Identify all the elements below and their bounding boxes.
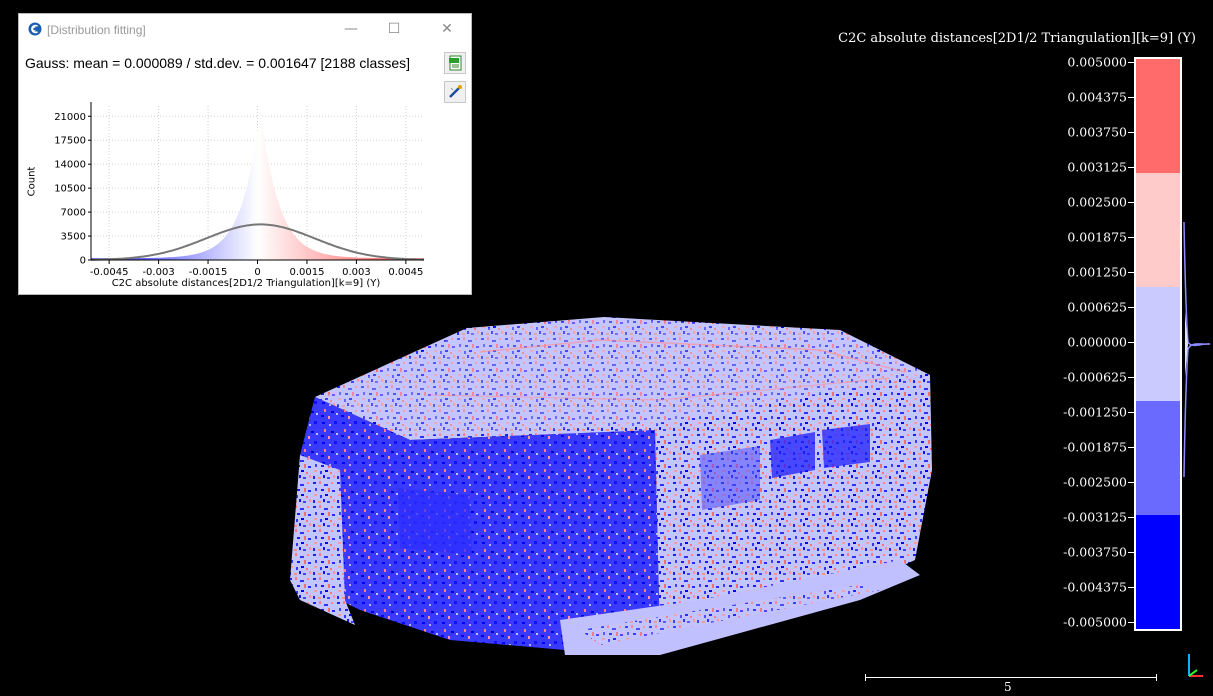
- color-scale-tick-label: 0.000000: [1067, 334, 1127, 350]
- window-title: [Distribution fitting]: [47, 23, 146, 37]
- color-scale-tick-label: -0.002500: [1063, 474, 1127, 490]
- color-scale-tick-mark: [1128, 97, 1134, 98]
- gauss-fit-curve: [91, 223, 424, 261]
- color-scale-tick-label: -0.003750: [1063, 544, 1127, 560]
- histogram-x-tick-label: 0.0015: [289, 267, 324, 278]
- color-scale-tick-label: -0.001875: [1063, 439, 1127, 455]
- color-scale-tick-label: 0.004375: [1067, 89, 1127, 105]
- window-titlebar[interactable]: [Distribution fitting] — ☐ ✕: [19, 14, 471, 48]
- color-scale-tick-label: -0.005000: [1063, 614, 1127, 630]
- histogram-y-tick-label: 21000: [54, 112, 86, 123]
- scale-bar-line: [865, 677, 1157, 678]
- color-scale-tick-label: 0.003125: [1067, 159, 1127, 175]
- histogram-x-tick-label: -0.003: [142, 267, 174, 278]
- cloudcompare-logo-icon: [28, 22, 42, 36]
- export-csv-icon: [449, 55, 462, 71]
- color-scale-tick-mark: [1128, 237, 1134, 238]
- scale-bar-label: 5: [1004, 680, 1012, 694]
- histogram-y-tick-label: 10500: [54, 184, 86, 195]
- color-scale-tick-mark: [1128, 377, 1134, 378]
- gauss-fit-summary: Gauss: mean = 0.000089 / std.dev. = 0.00…: [25, 55, 410, 71]
- color-scale-band: [1136, 59, 1180, 174]
- export-image-icon: [449, 85, 462, 98]
- color-scale-band: [1136, 401, 1180, 516]
- histogram-x-tick-label: -0.0015: [189, 267, 228, 278]
- color-scale-tick-mark: [1128, 167, 1134, 168]
- histogram-y-tick-label: 3500: [61, 232, 86, 243]
- color-scale-tick-label: -0.001250: [1063, 404, 1127, 420]
- color-scale-tick-mark: [1128, 62, 1134, 63]
- color-scale-tick-label: 0.001875: [1067, 229, 1127, 245]
- histogram-x-tick-label: 0.003: [342, 267, 371, 278]
- histogram-y-axis-label: Count: [26, 166, 38, 197]
- color-scale-tick-label: -0.000625: [1063, 369, 1127, 385]
- scale-bar-right-tick: [1156, 674, 1157, 681]
- color-scale-tick-label: 0.002500: [1067, 194, 1127, 210]
- histogram-chart: 0 3500 7000 10500 14000 17500 21000 -0.0045 -0.0…: [54, 102, 424, 278]
- color-scale-tick-mark: [1128, 272, 1134, 273]
- color-scale-tick-label: -0.003125: [1063, 509, 1127, 525]
- histogram-x-tick-label: -0.0045: [90, 267, 129, 278]
- histogram-y-tick-label: 17500: [54, 136, 86, 147]
- color-scale-tick-mark: [1128, 482, 1134, 483]
- scale-bar-left-tick: [865, 674, 866, 681]
- color-scale-tick-mark: [1128, 552, 1134, 553]
- color-scale-bar: [1134, 57, 1182, 631]
- color-scale-tick-label: 0.001250: [1067, 264, 1127, 280]
- minimize-button[interactable]: —: [344, 21, 358, 37]
- color-scale-band: [1136, 515, 1180, 629]
- color-scale-tick-mark: [1128, 132, 1134, 133]
- histogram-x-axis-label: C2C absolute distances[2D1/2 Triangulati…: [111, 278, 381, 289]
- histogram-y-tick-label: 7000: [61, 208, 86, 219]
- histogram-x-tick-label: 0.0045: [388, 267, 423, 278]
- color-scale-tick-mark: [1128, 412, 1134, 413]
- histogram-y-tick-label: 14000: [54, 160, 86, 171]
- color-scale-band: [1136, 173, 1180, 288]
- color-scale-tick-mark: [1128, 587, 1134, 588]
- histogram-bars: [91, 111, 424, 260]
- color-scale-tick-label: 0.000625: [1067, 299, 1127, 315]
- color-scale-tick-label: 0.005000: [1067, 54, 1127, 70]
- export-image-button[interactable]: [444, 81, 466, 103]
- maximize-button[interactable]: ☐: [387, 21, 401, 37]
- color-scale-tick-label: -0.004375: [1063, 579, 1127, 595]
- close-button[interactable]: ✕: [441, 21, 453, 37]
- color-scale-title: C2C absolute distances[2D1/2 Triangulati…: [838, 31, 1196, 46]
- distribution-fitting-window[interactable]: [Distribution fitting] — ☐ ✕ Gauss: mean…: [18, 13, 472, 295]
- color-scale-tick-label: 0.003750: [1067, 124, 1127, 140]
- axis-trihedron-icon: [1188, 654, 1203, 677]
- color-scale-band: [1136, 287, 1180, 402]
- export-csv-button[interactable]: [444, 52, 466, 74]
- color-scale-tick-mark: [1128, 447, 1134, 448]
- color-scale-tick-mark: [1128, 517, 1134, 518]
- color-scale-tick-mark: [1128, 307, 1134, 308]
- color-scale-tick-mark: [1128, 342, 1134, 343]
- histogram-x-tick-label: 0: [254, 267, 260, 278]
- color-scale-tick-mark: [1128, 622, 1134, 623]
- color-scale-histogram: [1183, 221, 1211, 478]
- color-scale-tick-mark: [1128, 202, 1134, 203]
- histogram-y-tick-label: 0: [80, 256, 86, 267]
